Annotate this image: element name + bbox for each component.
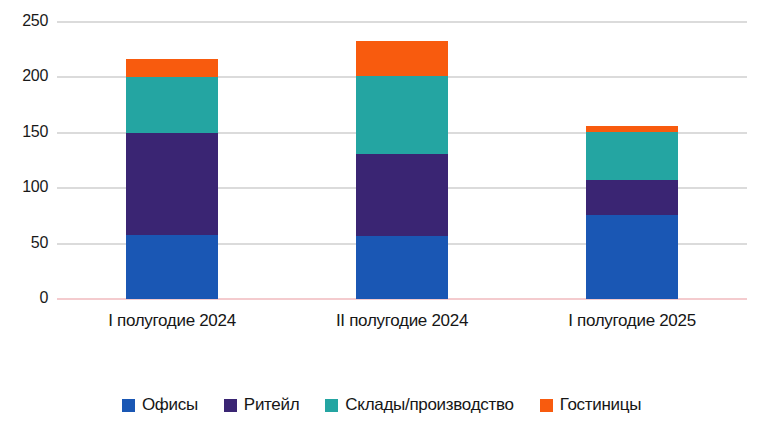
bar-segment-3 — [586, 180, 678, 214]
legend-swatch — [540, 399, 553, 412]
legend: Офисы Ритейл Склады/производство Гостиницы — [0, 395, 763, 415]
y-axis-tick-label: 200 — [0, 67, 48, 85]
bar-segment-1 — [126, 235, 218, 299]
legend-label: Гостиницы — [560, 395, 641, 415]
bar-segment-1 — [126, 59, 218, 78]
legend-swatch — [325, 399, 338, 412]
bar-segment-2 — [356, 76, 448, 154]
stacked-bar-chart: 0 50 100 150 200 250 I полугодие 2024II полуго… — [0, 0, 763, 430]
gridline — [57, 21, 747, 23]
bar-segment-1 — [126, 77, 218, 132]
bar-segment-2 — [356, 154, 448, 236]
bar-segment-3 — [586, 132, 678, 181]
legend-swatch — [224, 399, 237, 412]
category-label: I полугодие 2025 — [517, 311, 747, 331]
legend-swatch — [122, 399, 135, 412]
category-label: II полугодие 2024 — [287, 311, 517, 331]
bar-segment-3 — [586, 215, 678, 299]
y-axis-tick-label: 0 — [0, 289, 48, 307]
bar-segment-2 — [356, 236, 448, 299]
legend-item: Склады/производство — [325, 395, 513, 415]
y-axis-tick-label: 50 — [0, 234, 48, 252]
bar-segment-3 — [586, 126, 678, 132]
y-axis-tick-label: 100 — [0, 178, 48, 196]
bar-segment-1 — [126, 133, 218, 235]
bar-segment-2 — [356, 41, 448, 76]
y-axis-tick-label: 250 — [0, 12, 48, 30]
legend-item: Гостиницы — [540, 395, 641, 415]
legend-item: Офисы — [122, 395, 198, 415]
legend-label: Офисы — [142, 395, 198, 415]
legend-item: Ритейл — [224, 395, 300, 415]
legend-label: Склады/производство — [345, 395, 513, 415]
legend-label: Ритейл — [244, 395, 300, 415]
category-label: I полугодие 2024 — [57, 311, 287, 331]
y-axis-tick-label: 150 — [0, 123, 48, 141]
